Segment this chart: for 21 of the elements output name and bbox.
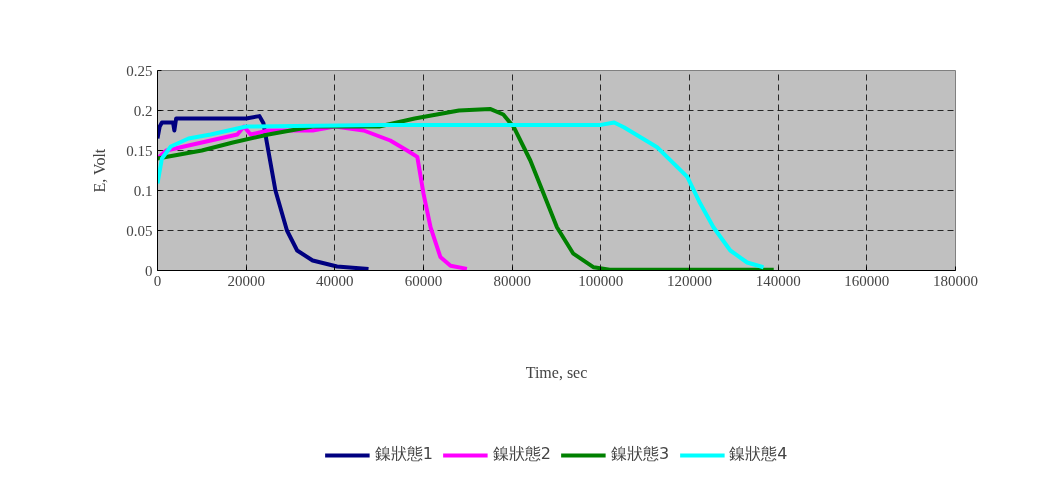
legend-label: 鎳狀態2 bbox=[492, 444, 551, 465]
x-tick-label: 40000 bbox=[316, 272, 354, 289]
x-tick-label: 80000 bbox=[493, 272, 531, 289]
y-tick-label: 0.15 bbox=[126, 142, 153, 159]
x-tick-label: 100000 bbox=[578, 272, 624, 289]
legend-label: 鎳狀態3 bbox=[611, 444, 670, 465]
x-tick-label: 60000 bbox=[404, 272, 443, 289]
y-tick-label: 0.05 bbox=[126, 222, 153, 239]
y-tick-label: 0.25 bbox=[126, 62, 153, 79]
y-tick-label: 0.1 bbox=[133, 182, 153, 199]
line-series bbox=[157, 114, 371, 271]
x-axis-title: Time, sec bbox=[525, 363, 588, 381]
y-tick-label: 0.2 bbox=[133, 102, 153, 119]
x-tick-label: 160000 bbox=[844, 272, 890, 289]
x-tick-label: 120000 bbox=[667, 272, 712, 289]
x-tick-label: 140000 bbox=[755, 272, 801, 289]
legend-label: 鎳狀態4 bbox=[729, 444, 788, 465]
x-tick-label: 180000 bbox=[933, 272, 978, 289]
x-tick-label: 20000 bbox=[227, 272, 265, 289]
legend-label: 鎳狀態1 bbox=[374, 444, 433, 465]
y-axis-title: E, Volt bbox=[91, 148, 109, 193]
